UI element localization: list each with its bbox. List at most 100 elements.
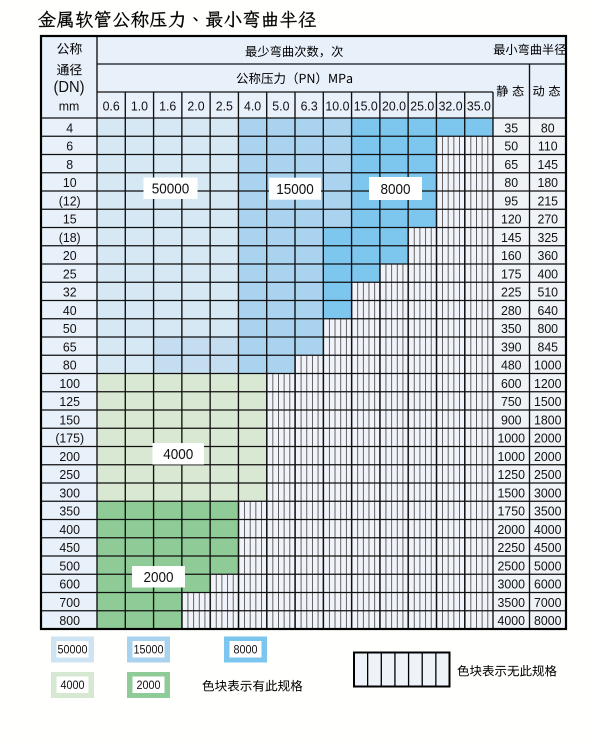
svg-text:270: 270 [537, 212, 558, 226]
svg-text:32.0: 32.0 [439, 99, 463, 113]
svg-text:360: 360 [537, 249, 558, 263]
svg-text:3000: 3000 [534, 486, 561, 500]
svg-text:mm: mm [59, 99, 80, 113]
svg-text:2.5: 2.5 [216, 99, 233, 113]
svg-text:150: 150 [59, 413, 80, 427]
svg-text:8: 8 [66, 158, 73, 172]
svg-text:2500: 2500 [498, 559, 525, 573]
svg-text:2000: 2000 [144, 570, 174, 587]
svg-text:15.0: 15.0 [354, 99, 378, 113]
svg-text:2250: 2250 [498, 541, 525, 555]
svg-text:2.0: 2.0 [187, 99, 204, 113]
svg-text:6.3: 6.3 [301, 99, 318, 113]
svg-text:8000: 8000 [534, 614, 561, 628]
svg-text:1.6: 1.6 [159, 99, 176, 113]
svg-text:900: 900 [501, 413, 522, 427]
svg-text:0.6: 0.6 [103, 99, 120, 113]
svg-text:2000: 2000 [498, 523, 525, 537]
svg-text:(18): (18) [59, 231, 81, 245]
svg-text:8000: 8000 [381, 181, 411, 198]
svg-text:600: 600 [59, 577, 80, 591]
svg-text:35: 35 [504, 121, 518, 135]
svg-text:1000: 1000 [534, 358, 561, 372]
svg-text:20: 20 [63, 249, 77, 263]
svg-text:1200: 1200 [534, 377, 561, 391]
svg-text:4500: 4500 [534, 541, 561, 555]
svg-text:300: 300 [59, 486, 80, 500]
svg-text:8000: 8000 [233, 644, 257, 657]
svg-text:15000: 15000 [133, 644, 163, 657]
svg-text:700: 700 [59, 596, 80, 610]
svg-text:350: 350 [501, 322, 522, 336]
svg-text:325: 325 [537, 231, 558, 245]
svg-text:95: 95 [504, 194, 518, 208]
svg-text:20.0: 20.0 [382, 99, 406, 113]
svg-text:510: 510 [537, 285, 558, 299]
svg-text:3000: 3000 [498, 577, 525, 591]
svg-text:500: 500 [59, 559, 80, 573]
svg-text:750: 750 [501, 395, 522, 409]
svg-text:25: 25 [63, 267, 77, 281]
svg-text:7000: 7000 [534, 596, 561, 610]
svg-text:4000: 4000 [163, 447, 193, 464]
svg-text:25.0: 25.0 [410, 99, 434, 113]
svg-text:1500: 1500 [534, 395, 561, 409]
svg-text:100: 100 [59, 377, 80, 391]
svg-text:390: 390 [501, 340, 522, 354]
svg-text:145: 145 [537, 158, 558, 172]
svg-text:50: 50 [63, 322, 77, 336]
svg-text:640: 640 [537, 304, 558, 318]
svg-text:480: 480 [501, 358, 522, 372]
svg-text:200: 200 [59, 450, 80, 464]
svg-text:80: 80 [63, 358, 77, 372]
svg-text:400: 400 [537, 267, 558, 281]
svg-text:600: 600 [501, 377, 522, 391]
svg-text:125: 125 [59, 395, 80, 409]
svg-text:(DN): (DN) [53, 79, 84, 96]
svg-text:800: 800 [59, 614, 80, 628]
svg-text:50000: 50000 [57, 644, 87, 657]
svg-text:2500: 2500 [534, 468, 561, 482]
svg-text:110: 110 [538, 139, 558, 153]
svg-text:3500: 3500 [534, 504, 561, 518]
svg-text:80: 80 [504, 176, 518, 190]
svg-text:2000: 2000 [534, 431, 561, 445]
svg-text:50: 50 [504, 139, 518, 153]
svg-text:1750: 1750 [498, 504, 525, 518]
svg-text:6000: 6000 [534, 577, 561, 591]
svg-text:5.0: 5.0 [272, 99, 289, 113]
svg-text:80: 80 [541, 121, 555, 135]
svg-text:1250: 1250 [498, 468, 525, 482]
svg-text:1800: 1800 [534, 413, 561, 427]
svg-text:180: 180 [537, 176, 558, 190]
svg-text:250: 250 [59, 468, 80, 482]
svg-text:120: 120 [501, 212, 522, 226]
svg-text:4000: 4000 [498, 614, 525, 628]
svg-text:2000: 2000 [534, 450, 561, 464]
svg-text:65: 65 [63, 340, 77, 354]
svg-text:280: 280 [501, 304, 522, 318]
svg-text:3500: 3500 [498, 596, 525, 610]
svg-text:32: 32 [63, 285, 77, 299]
svg-text:225: 225 [501, 285, 522, 299]
svg-text:10: 10 [63, 176, 77, 190]
svg-text:450: 450 [59, 541, 80, 555]
svg-text:2000: 2000 [136, 680, 160, 693]
svg-text:4000: 4000 [534, 523, 561, 537]
svg-text:15000: 15000 [276, 181, 314, 198]
svg-text:35.0: 35.0 [467, 99, 491, 113]
svg-text:5000: 5000 [534, 559, 561, 573]
svg-text:175: 175 [501, 267, 522, 281]
svg-text:1500: 1500 [498, 486, 525, 500]
svg-text:215: 215 [537, 194, 558, 208]
svg-text:160: 160 [501, 249, 522, 263]
svg-text:10.0: 10.0 [325, 99, 349, 113]
svg-text:400: 400 [59, 523, 80, 537]
svg-text:800: 800 [537, 322, 558, 336]
svg-text:50000: 50000 [152, 181, 190, 198]
svg-text:40: 40 [63, 304, 77, 318]
svg-text:845: 845 [537, 340, 558, 354]
svg-text:1000: 1000 [498, 450, 525, 464]
svg-text:1000: 1000 [498, 431, 525, 445]
svg-text:(12): (12) [59, 194, 81, 208]
